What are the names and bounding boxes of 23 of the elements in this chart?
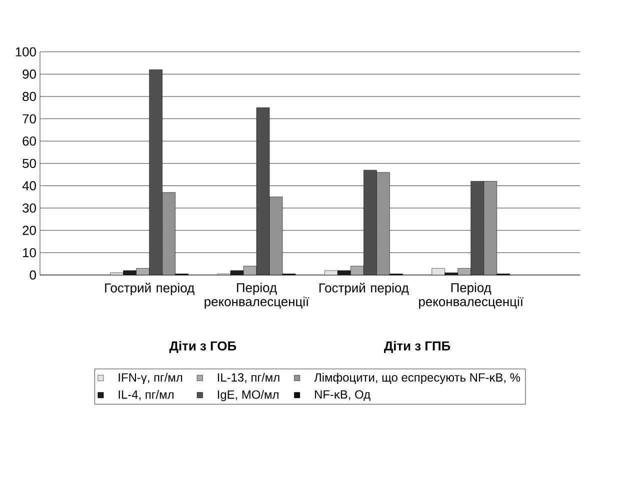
y-tick-label: 50: [22, 158, 36, 168]
y-tick-label: 30: [22, 203, 36, 213]
y-tick-label: 20: [22, 226, 36, 235]
y-tick-label: 70: [22, 114, 36, 124]
y-tick-label: 60: [22, 136, 36, 146]
text: Діти з ГПБ: [384, 341, 450, 353]
legend-label: IgE, МО/мл: [218, 390, 278, 402]
legend-label: IL-13, пг/мл: [218, 372, 280, 384]
y-tick-label: 40: [22, 181, 36, 190]
text: Діти з ГОБ: [169, 341, 236, 353]
legend-label: IL-4, пг/мл: [118, 390, 174, 400]
x-tick-label: Період реконвалесценції: [419, 282, 524, 309]
legend-label: NF-κB, Од: [315, 390, 370, 401]
legend-label: Лімфоцити, що еспресують NF-κB, %: [314, 372, 520, 384]
x-tick-label: Гострий період: [319, 282, 409, 296]
y-tick-label: 100: [16, 47, 36, 56]
x-tick-label: Період реконвалесценції: [204, 282, 310, 309]
legend-label: IFN-γ, пг/мл: [118, 372, 182, 384]
y-tick-label: 80: [22, 92, 36, 102]
y-tick-label: 0: [30, 270, 36, 280]
y-tick-label: 90: [22, 70, 36, 79]
y-tick-label: 10: [23, 248, 36, 258]
x-tick-label: Гострий період: [105, 282, 194, 296]
